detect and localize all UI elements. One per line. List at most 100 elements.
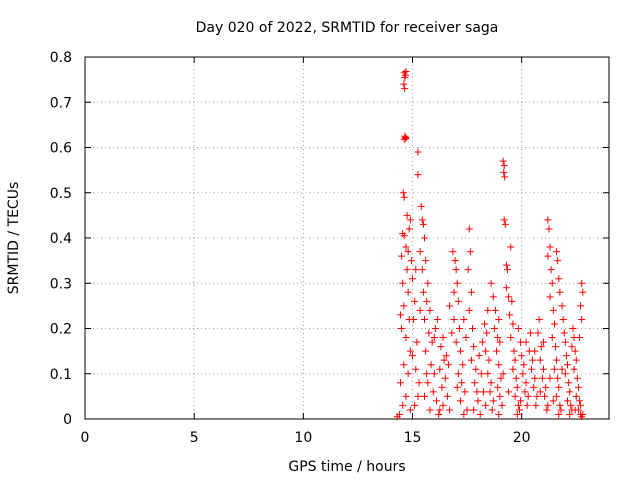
data-point bbox=[414, 171, 422, 179]
data-point bbox=[398, 252, 406, 260]
data-point bbox=[417, 202, 425, 210]
data-point bbox=[457, 347, 465, 355]
data-point bbox=[465, 306, 473, 314]
data-point bbox=[557, 406, 565, 414]
data-point bbox=[495, 361, 503, 369]
data-point bbox=[433, 397, 441, 405]
data-point bbox=[501, 220, 509, 228]
data-point bbox=[498, 401, 506, 409]
data-point bbox=[555, 275, 563, 283]
data-point bbox=[425, 329, 433, 337]
data-point bbox=[481, 320, 489, 328]
data-point bbox=[506, 311, 514, 319]
data-point bbox=[445, 361, 453, 369]
data-point bbox=[531, 347, 539, 355]
data-point bbox=[502, 284, 510, 292]
data-point bbox=[524, 392, 532, 400]
data-point bbox=[400, 361, 408, 369]
data-point bbox=[407, 257, 415, 265]
data-point bbox=[540, 338, 547, 346]
data-point bbox=[477, 370, 485, 378]
data-point bbox=[396, 311, 404, 319]
data-point bbox=[400, 302, 408, 310]
data-point bbox=[553, 392, 561, 400]
data-point bbox=[550, 320, 558, 328]
data-point bbox=[404, 248, 412, 256]
data-point bbox=[402, 134, 410, 142]
data-point bbox=[464, 266, 472, 274]
x-tick-label: 15 bbox=[404, 430, 422, 446]
data-point bbox=[422, 347, 430, 355]
data-point bbox=[483, 329, 491, 337]
data-point bbox=[452, 338, 460, 346]
data-point bbox=[522, 338, 530, 346]
data-point bbox=[509, 320, 517, 328]
data-point bbox=[500, 162, 508, 170]
data-point bbox=[471, 379, 479, 387]
data-point bbox=[485, 356, 493, 364]
data-point bbox=[435, 410, 443, 418]
data-point bbox=[400, 193, 408, 201]
data-point bbox=[566, 388, 574, 396]
data-point bbox=[514, 325, 522, 332]
data-point bbox=[494, 383, 502, 391]
x-tick-label: 0 bbox=[81, 430, 90, 446]
data-point bbox=[446, 406, 454, 414]
data-point bbox=[518, 352, 526, 360]
data-point bbox=[404, 288, 412, 296]
data-point bbox=[502, 261, 510, 269]
data-point bbox=[558, 302, 566, 310]
data-point bbox=[426, 406, 434, 414]
data-point bbox=[421, 234, 429, 242]
data-point bbox=[413, 338, 421, 346]
data-point bbox=[430, 334, 438, 342]
data-point bbox=[499, 370, 507, 378]
x-tick-label: 20 bbox=[513, 430, 531, 446]
data-point bbox=[567, 401, 575, 409]
data-point bbox=[482, 347, 490, 355]
data-point bbox=[466, 248, 474, 256]
data-point bbox=[515, 406, 523, 414]
data-point bbox=[400, 232, 408, 240]
data-point bbox=[414, 148, 422, 156]
data-point bbox=[449, 248, 457, 256]
data-point bbox=[490, 325, 498, 332]
data-point bbox=[496, 392, 504, 400]
data-point bbox=[500, 168, 508, 176]
y-tick-label: 0.2 bbox=[50, 322, 72, 338]
data-point bbox=[453, 383, 461, 391]
data-point bbox=[505, 388, 513, 396]
data-point bbox=[491, 306, 499, 314]
data-point bbox=[412, 365, 420, 373]
data-point bbox=[512, 374, 520, 382]
data-point bbox=[548, 279, 556, 287]
data-point bbox=[450, 288, 458, 296]
data-point bbox=[455, 325, 463, 332]
data-point bbox=[460, 315, 468, 323]
data-point bbox=[513, 383, 521, 391]
data-point bbox=[555, 383, 563, 391]
data-point bbox=[574, 383, 582, 391]
data-point bbox=[403, 266, 411, 274]
data-point bbox=[415, 379, 423, 387]
data-point bbox=[423, 370, 431, 378]
data-point bbox=[514, 401, 522, 409]
data-point bbox=[422, 257, 430, 265]
data-point bbox=[421, 392, 429, 400]
data-point bbox=[505, 293, 513, 301]
data-point bbox=[419, 220, 427, 228]
data-point bbox=[489, 293, 497, 301]
data-point bbox=[454, 297, 462, 305]
data-point bbox=[467, 356, 475, 364]
data-point bbox=[462, 334, 470, 342]
data-point bbox=[430, 370, 438, 378]
data-point bbox=[573, 374, 581, 382]
data-point bbox=[554, 374, 562, 382]
data-point bbox=[554, 257, 562, 265]
data-point bbox=[416, 248, 424, 256]
data-point bbox=[489, 397, 497, 405]
data-point bbox=[469, 325, 477, 332]
data-point bbox=[537, 343, 545, 351]
data-point bbox=[414, 392, 422, 400]
